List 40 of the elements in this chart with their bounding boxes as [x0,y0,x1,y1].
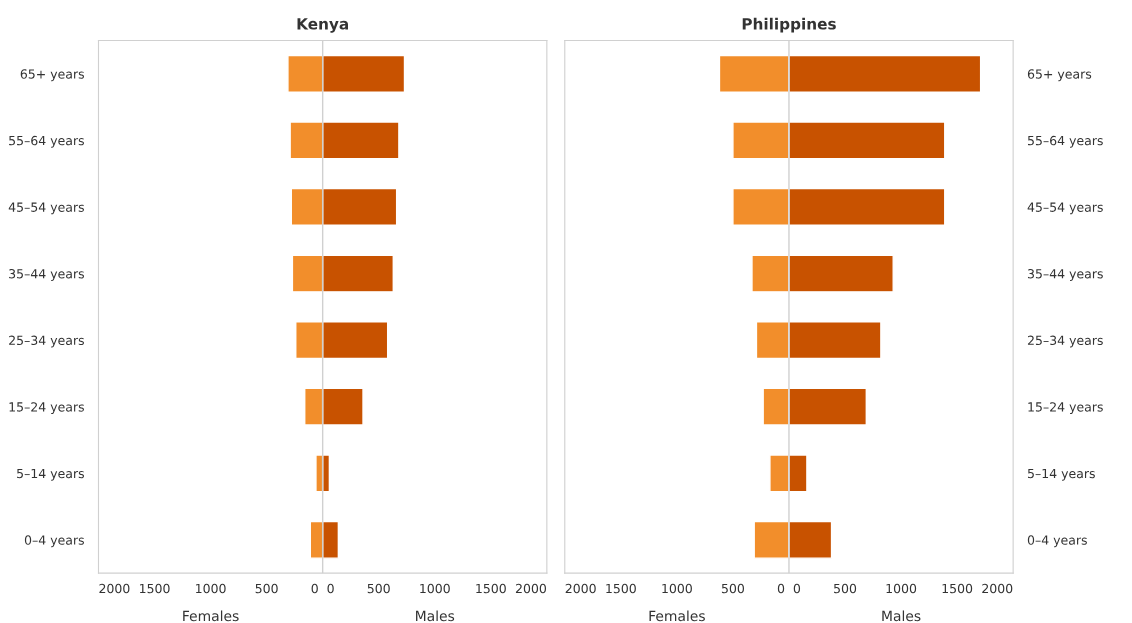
x-tick-label: 1500 [606,583,636,594]
x-tick-label: 500 [721,583,745,594]
y-tick-label: 25–34 years [1027,335,1103,348]
x-tick-label: 500 [834,583,857,594]
text: Females [183,610,239,622]
y-tick-label: 5–14 years [17,468,84,481]
x-tick-label: 2000 [515,583,547,594]
x-tick-label: 500 [367,583,390,594]
text: Females [649,610,705,622]
y-tick-label: 55–64 years [9,135,84,148]
x-tick-label: 0 0 [311,583,334,594]
y-tick-label: 15–24 years [9,402,84,415]
x-tick-label: 1500 [476,583,506,594]
x-tick-label: 1000 [886,583,917,594]
chart-title: Philippines [742,17,836,33]
y-tick-label: 0–4 years [24,535,84,548]
y-tick-label: 65+ years [1027,69,1092,82]
x-tick-label: 1500 [140,583,170,594]
x-tick-label: 2000 [99,583,130,594]
y-tick-label: 15–24 years [1028,402,1103,415]
y-tick-label: 65+ years [20,69,84,82]
x-tick-label: 1000 [196,583,226,594]
x-tick-label: 1000 [662,583,692,594]
text: Males [416,610,455,622]
x-tick-label: 0 0 [777,583,801,594]
x-tick-label: 2000 [565,583,596,594]
x-tick-label: 1000 [420,583,450,594]
y-tick-label: 55–64 years [1027,135,1103,148]
y-tick-label: 25–34 years [9,335,84,348]
y-tick-label: 35–44 years [1027,269,1103,281]
y-tick-label: 35–44 years [9,269,84,281]
chart-title: Kenya [297,18,348,33]
y-tick-label: 0–4 years [1027,535,1087,548]
y-tick-label: 45–54 years [1027,202,1103,215]
x-tick-label: 1500 [942,583,973,594]
x-tick-label: 500 [255,583,278,594]
text: Males [882,610,921,622]
y-tick-label: 45–54 years [8,202,84,215]
x-tick-label: 2000 [982,583,1013,594]
y-tick-label: 5–14 years [1027,468,1095,481]
